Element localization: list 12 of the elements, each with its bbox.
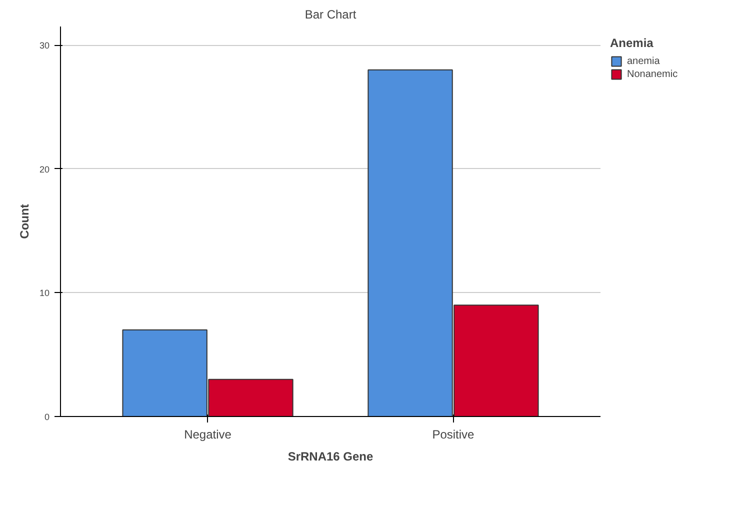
legend-label: Nonanemic: [627, 68, 678, 80]
legend-label: anemia: [627, 56, 660, 66]
chart-title: Bar Chart: [304, 8, 357, 22]
y-axis-title: Count: [17, 204, 32, 239]
y-tick-label: 30: [39, 40, 50, 51]
x-tick-label: Negative: [184, 428, 232, 442]
y-tick-label: 10: [39, 288, 50, 298]
x-axis-title: SrRNA16 Gene: [288, 450, 374, 464]
y-tick-label: 0: [44, 412, 50, 422]
legend-title: Anemia: [610, 36, 654, 50]
x-tick-label: Positive: [432, 428, 475, 442]
y-tick-label: 20: [39, 164, 50, 174]
